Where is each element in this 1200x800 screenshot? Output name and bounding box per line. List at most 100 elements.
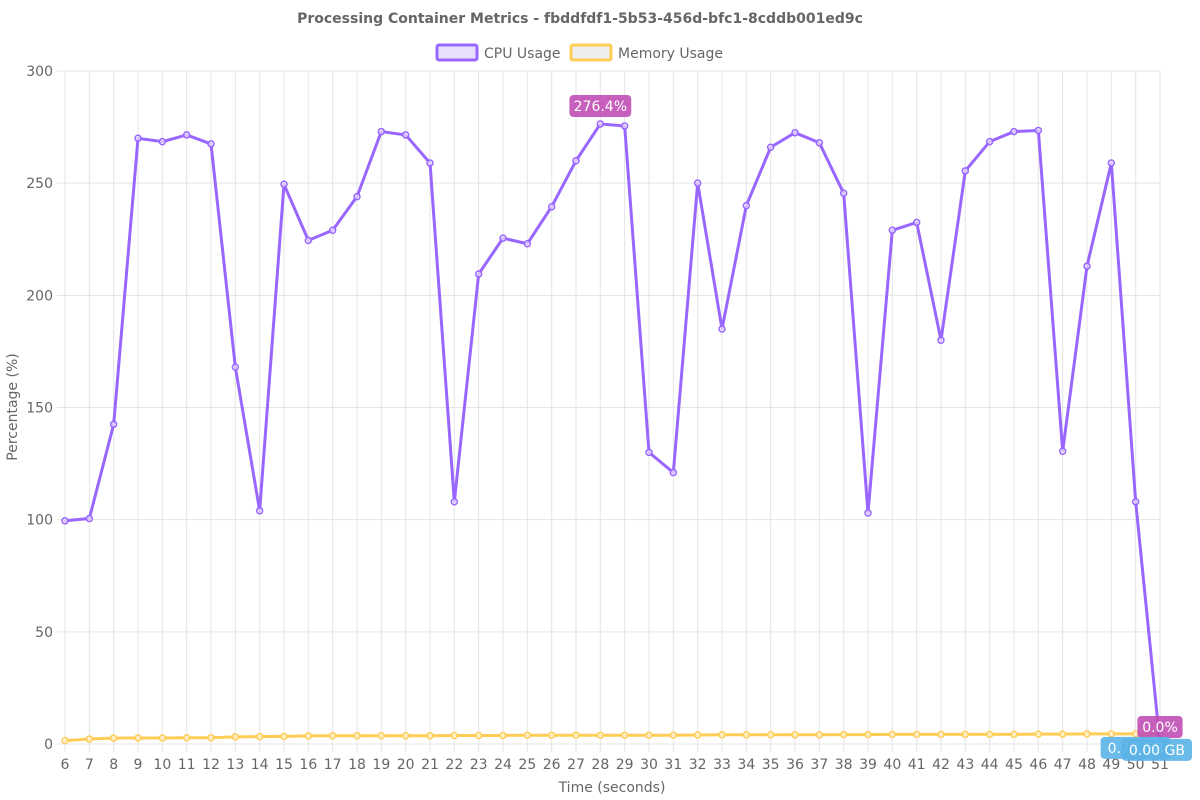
data-point-cpu[interactable] bbox=[864, 509, 872, 517]
data-point-cpu[interactable] bbox=[377, 127, 386, 136]
data-point-cpu[interactable] bbox=[182, 131, 191, 139]
data-point-cpu[interactable] bbox=[1083, 262, 1091, 270]
data-point-cpu[interactable] bbox=[572, 156, 580, 165]
data-point-cpu[interactable] bbox=[791, 128, 799, 137]
annotation-background bbox=[1137, 716, 1183, 738]
data-point-cpu[interactable] bbox=[1131, 497, 1140, 506]
data-point-memory[interactable] bbox=[401, 731, 410, 740]
data-point-memory[interactable] bbox=[109, 734, 118, 742]
data-point-cpu[interactable] bbox=[109, 420, 118, 429]
data-point-cpu[interactable] bbox=[547, 202, 556, 211]
data-point-memory[interactable] bbox=[158, 734, 167, 742]
data-point-memory[interactable] bbox=[912, 730, 921, 739]
data-point-memory[interactable] bbox=[547, 731, 556, 740]
data-point-memory[interactable] bbox=[742, 731, 751, 739]
data-point-cpu[interactable] bbox=[718, 325, 726, 333]
data-point-cpu[interactable] bbox=[255, 506, 264, 515]
data-point-cpu[interactable] bbox=[596, 120, 605, 128]
data-point-memory[interactable] bbox=[134, 734, 142, 742]
data-point-memory[interactable] bbox=[1107, 730, 1116, 738]
data-point-cpu[interactable] bbox=[839, 189, 848, 198]
data-point-cpu[interactable] bbox=[961, 167, 970, 175]
data-point-cpu[interactable] bbox=[912, 218, 921, 227]
x-axis-ticks: 6 7 8 9 10 11 12 13 14 15 16 17 18 19 20 21 22 23 24 25 26 27… bbox=[61, 757, 1169, 773]
data-point-memory[interactable] bbox=[572, 731, 580, 740]
data-point-memory[interactable] bbox=[231, 733, 240, 741]
data-point-memory[interactable] bbox=[499, 731, 507, 740]
data-point-memory[interactable] bbox=[523, 731, 532, 740]
data-point-cpu[interactable] bbox=[280, 180, 288, 189]
data-point-cpu[interactable] bbox=[304, 236, 313, 245]
data-point-cpu[interactable] bbox=[985, 137, 994, 146]
data-point-cpu[interactable] bbox=[426, 159, 434, 167]
data-point-memory[interactable] bbox=[669, 731, 678, 740]
data-point-memory[interactable] bbox=[766, 731, 775, 739]
data-point-cpu[interactable] bbox=[1010, 127, 1018, 136]
data-point-memory[interactable] bbox=[450, 731, 459, 740]
data-point-cpu[interactable] bbox=[766, 143, 775, 152]
data-point-memory[interactable] bbox=[620, 731, 629, 740]
x-tick-label: 15 bbox=[275, 757, 293, 773]
data-point-memory[interactable] bbox=[791, 731, 799, 739]
data-point-memory[interactable] bbox=[474, 731, 483, 740]
data-point-memory[interactable] bbox=[961, 730, 970, 739]
data-point-memory[interactable] bbox=[377, 731, 386, 740]
data-point-memory[interactable] bbox=[888, 730, 897, 739]
data-point-cpu[interactable] bbox=[669, 468, 678, 477]
data-point-cpu[interactable] bbox=[815, 139, 824, 147]
legend-label-memory: Memory Usage bbox=[618, 46, 723, 62]
data-point-cpu[interactable] bbox=[207, 140, 215, 148]
data-point-memory[interactable] bbox=[1083, 730, 1091, 738]
data-point-cpu[interactable] bbox=[158, 137, 167, 146]
x-tick-label: 22 bbox=[445, 757, 463, 773]
data-point-cpu[interactable] bbox=[645, 448, 653, 457]
data-point-cpu[interactable] bbox=[401, 131, 410, 139]
data-point-cpu[interactable] bbox=[888, 226, 897, 235]
legend-item-memory[interactable]: Memory Usage bbox=[569, 43, 723, 62]
data-point-memory[interactable] bbox=[304, 732, 313, 740]
data-point-cpu[interactable] bbox=[134, 134, 142, 143]
data-point-memory[interactable] bbox=[937, 730, 945, 739]
data-point-memory[interactable] bbox=[718, 731, 726, 739]
data-point-cpu[interactable] bbox=[1034, 126, 1043, 135]
legend-item-cpu[interactable]: CPU Usage bbox=[435, 43, 561, 62]
data-point-cpu[interactable] bbox=[620, 122, 629, 130]
data-point-cpu[interactable] bbox=[450, 497, 459, 506]
data-point-memory[interactable] bbox=[353, 731, 361, 740]
data-point-memory[interactable] bbox=[985, 730, 994, 739]
x-tick-label: 7 bbox=[85, 757, 94, 773]
data-point-cpu[interactable] bbox=[1107, 159, 1116, 167]
data-point-cpu[interactable] bbox=[937, 336, 945, 344]
data-point-memory[interactable] bbox=[207, 733, 215, 742]
data-point-memory[interactable] bbox=[280, 732, 288, 741]
data-point-memory[interactable] bbox=[815, 731, 824, 739]
data-point-memory[interactable] bbox=[1058, 730, 1067, 738]
data-point-memory[interactable] bbox=[1034, 730, 1043, 738]
data-point-memory[interactable] bbox=[182, 733, 191, 742]
data-point-cpu[interactable] bbox=[353, 192, 361, 201]
data-point-cpu[interactable] bbox=[499, 234, 507, 242]
data-point-memory[interactable] bbox=[864, 730, 872, 739]
data-point-memory[interactable] bbox=[426, 731, 434, 740]
data-point-cpu[interactable] bbox=[474, 270, 483, 278]
data-point-cpu[interactable] bbox=[231, 363, 240, 371]
data-point-memory[interactable] bbox=[255, 732, 264, 741]
data-point-cpu[interactable] bbox=[61, 517, 69, 525]
data-point-memory[interactable] bbox=[328, 731, 337, 740]
data-point-memory[interactable] bbox=[693, 731, 702, 739]
data-point-cpu[interactable] bbox=[85, 514, 94, 523]
data-point-memory[interactable] bbox=[596, 731, 605, 740]
data-point-memory[interactable] bbox=[645, 731, 653, 740]
data-point-cpu[interactable] bbox=[1058, 447, 1067, 455]
data-point-cpu[interactable] bbox=[523, 239, 532, 248]
data-point-memory[interactable] bbox=[839, 730, 848, 739]
data-point-memory[interactable] bbox=[61, 736, 69, 745]
data-point-cpu[interactable] bbox=[693, 179, 702, 187]
data-point-cpu[interactable] bbox=[328, 226, 337, 235]
annotation-label: 0.00 GB bbox=[1129, 743, 1185, 759]
x-tick-label: 36 bbox=[786, 757, 804, 773]
data-point-cpu[interactable] bbox=[742, 201, 751, 210]
data-point-memory[interactable] bbox=[1010, 730, 1018, 739]
chart-title: Processing Container Metrics - fbddfdf1-… bbox=[297, 11, 863, 27]
data-point-memory[interactable] bbox=[85, 735, 94, 743]
